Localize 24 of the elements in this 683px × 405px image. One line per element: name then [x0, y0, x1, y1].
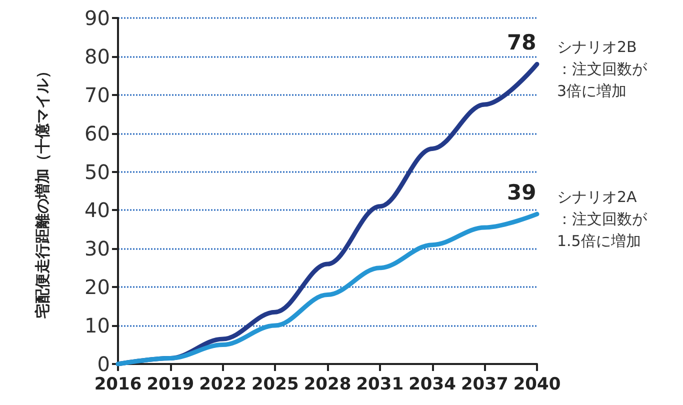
y-tick-label: 70	[84, 82, 110, 107]
x-tick-label: 2016	[94, 374, 142, 394]
y-tick-label: 90	[84, 6, 110, 30]
x-tick-label: 2025	[251, 374, 299, 394]
y-tick-label: 50	[84, 160, 110, 184]
data-label: 39	[507, 180, 536, 205]
y-tick-label: 30	[84, 236, 110, 261]
series-label: シナリオ2A：注文回数が1.5倍に増加	[557, 188, 648, 250]
x-tick-label: 2019	[146, 374, 194, 394]
y-tick-label: 10	[84, 314, 110, 338]
y-axis-title: 宅配便走行距離の増加（十億マイル）	[34, 64, 52, 318]
x-tick-label: 2028	[304, 374, 352, 394]
x-tick-label: 2031	[356, 374, 404, 394]
y-tick-label: 0	[97, 352, 110, 376]
data-label: 78	[507, 30, 536, 55]
y-tick-label: 80	[84, 44, 110, 68]
x-tick-label: 2037	[460, 374, 508, 394]
x-tick-label: 2040	[513, 374, 561, 394]
y-tick-label: 60	[84, 121, 110, 146]
x-tick-label: 2022	[199, 374, 246, 394]
y-tick-label: 20	[84, 275, 110, 300]
series-label: シナリオ2B：注文回数が3倍に増加	[557, 38, 648, 100]
x-tick-label: 2034	[408, 374, 456, 394]
y-tick-label: 40	[84, 198, 110, 222]
